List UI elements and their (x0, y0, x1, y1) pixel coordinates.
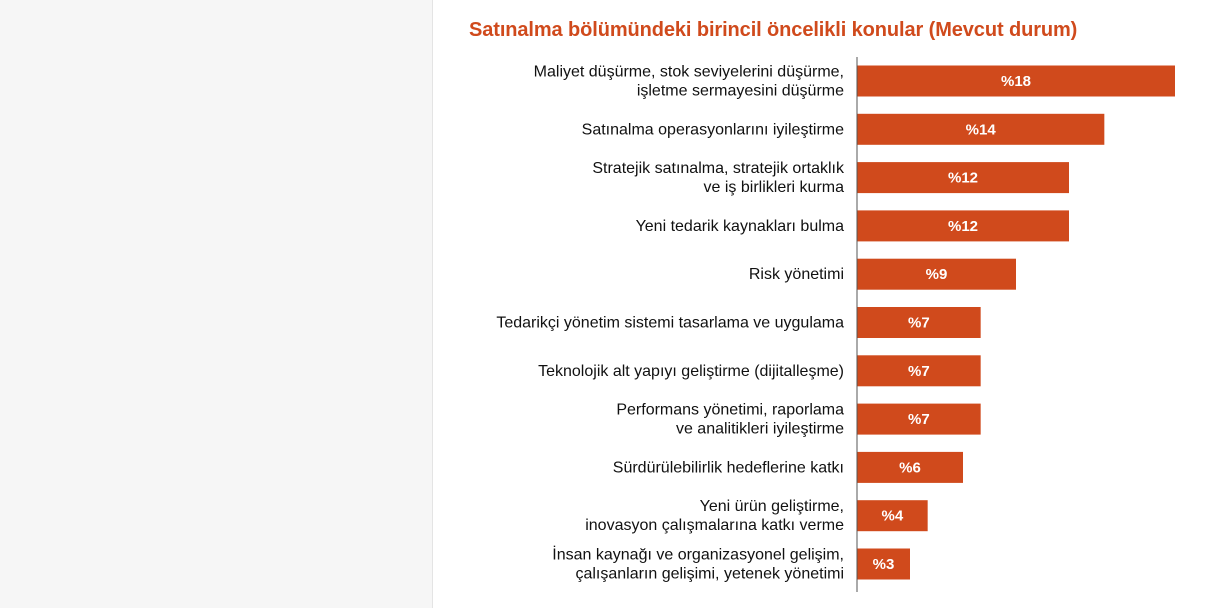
category-label-8-line-1: Performans yönetimi, raporlama (616, 402, 844, 419)
bar-value-label-2: %14 (966, 121, 997, 138)
bar-value-label-11: %3 (873, 556, 895, 573)
bars-layer: %18 %14 %12 %12 %9 %7 %7 %7 %6 %4 %3 (857, 65, 1175, 580)
bar-7 (857, 355, 981, 387)
bar-value-label-6: %7 (908, 315, 930, 332)
category-label-1-line-2: işletme sermayesini düşürme (637, 83, 844, 100)
bar-6 (857, 307, 981, 338)
bar-2 (857, 113, 1105, 145)
category-label-10-line-2: inovasyon çalışmalarına katkı verme (585, 517, 844, 534)
bar-9 (857, 451, 963, 483)
category-label-4: Yeni tedarik kaynakları bulma (636, 218, 845, 235)
category-label-7: Teknolojik alt yapıyı geliştirme (dijita… (538, 363, 844, 380)
bar-4 (857, 210, 1069, 242)
chart-title: Satınalma bölümündeki birincil öncelikli… (469, 19, 1078, 41)
bar-11 (857, 548, 910, 580)
left-blank-panel (0, 0, 433, 608)
bar-10 (857, 500, 928, 532)
category-label-3-line-2: ve iş birlikleri kurma (704, 179, 845, 196)
bar-value-label-4: %12 (948, 218, 978, 235)
bar-value-label-3: %12 (948, 170, 978, 187)
category-label-10-line-1: Yeni ürün geliştirme, (700, 498, 844, 515)
category-label-8-line-2: ve analitikleri iyileştirme (676, 421, 844, 438)
bar-8 (857, 403, 981, 435)
bar-value-label-10: %4 (881, 508, 903, 525)
bar-1 (857, 65, 1175, 97)
bar-3 (857, 162, 1069, 194)
bar-value-label-5: %9 (926, 266, 948, 283)
category-labels-layer: Maliyet düşürme, stok seviyelerini düşür… (496, 64, 845, 583)
category-label-6: Tedarikçi yönetim sistemi tasarlama ve u… (496, 315, 844, 332)
chart-panel (433, 0, 1210, 608)
bar-value-label-7: %7 (908, 363, 930, 380)
bar-value-label-9: %6 (899, 459, 921, 476)
category-label-2: Satınalma operasyonlarını iyileştirme (582, 121, 844, 138)
category-label-3-line-1: Stratejik satınalma, stratejik ortaklık (592, 160, 845, 177)
category-label-1-line-1: Maliyet düşürme, stok seviyelerini düşür… (534, 64, 844, 81)
category-label-11-line-2: çalışanların gelişimi, yetenek yönetimi (575, 566, 844, 583)
bar-5 (857, 258, 1016, 290)
bar-value-label-1: %18 (1001, 73, 1031, 90)
category-label-5: Risk yönetimi (749, 266, 844, 283)
category-label-9: Sürdürülebilirlik hedeflerine katkı (613, 459, 844, 476)
bar-value-label-8: %7 (908, 411, 930, 428)
category-label-11-line-1: İnsan kaynağı ve organizasyonel gelişim, (552, 545, 844, 564)
